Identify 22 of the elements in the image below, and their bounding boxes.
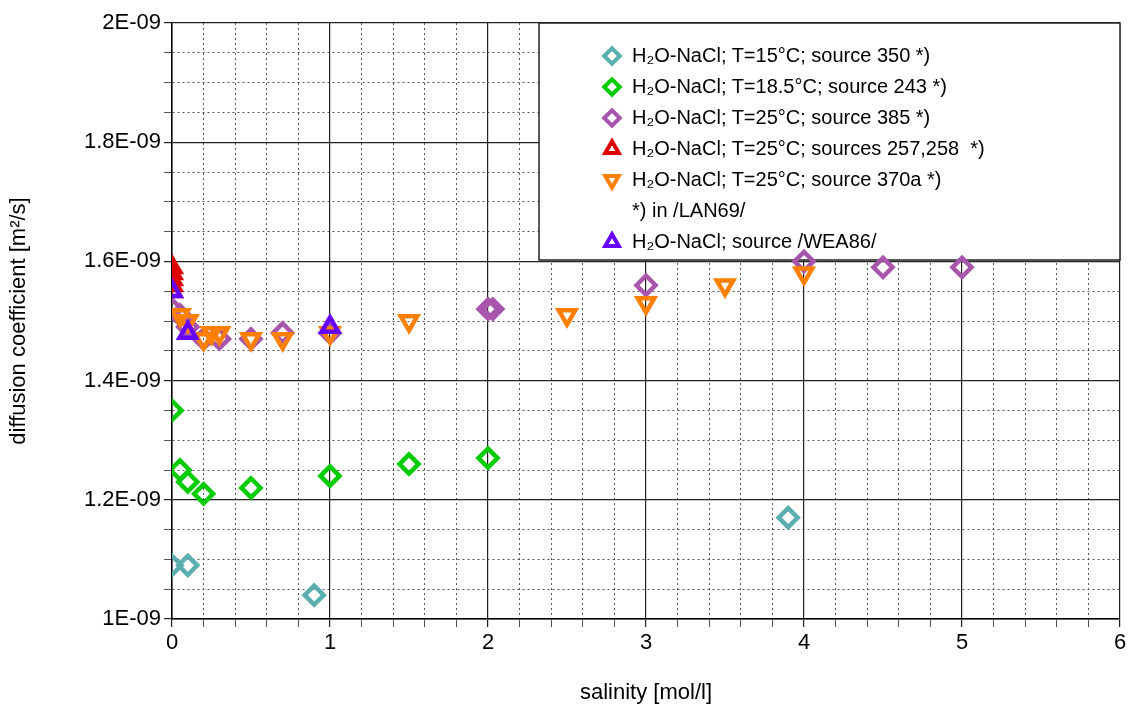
legend-label: H₂O-NaCl; T=25°C; source 385 *) [632,105,931,128]
y-tick-label: 2E-09 [102,9,161,35]
legend-label: H₂O-NaCl; T=18.5°C; source 243 *) [632,74,947,97]
legend-label: H₂O-NaCl; source /WEA86/ [632,229,877,252]
x-tick-label: 5 [955,629,969,655]
x-tick-label: 6 [1113,629,1127,655]
legend-label: H₂O-NaCl; T=25°C; source 370a *) [632,167,942,190]
y-tick-label: 1.8E-09 [83,128,161,154]
y-tick-label: 1E-09 [102,605,161,631]
x-tick-label: 2 [481,629,495,655]
y-tick-label: 1.4E-09 [83,366,161,392]
x-tick-label: 0 [165,629,179,655]
x-tick-label: 1 [323,629,337,655]
y-axis-title: diffusion coefficient [m²/s] [5,197,31,445]
y-tick-label: 1.2E-09 [83,485,161,511]
x-axis-title: salinity [mol/l] [579,678,713,704]
legend-label: H₂O-NaCl; T=15°C; source 350 *) [632,43,931,66]
legend-label: H₂O-NaCl; T=25°C; sources 257,258 *) [632,136,985,159]
y-tick-label: 1.6E-09 [83,247,161,273]
x-tick-label: 4 [797,629,811,655]
annotation: *) in /LAN69/ [632,198,746,221]
x-tick-label: 3 [639,629,653,655]
